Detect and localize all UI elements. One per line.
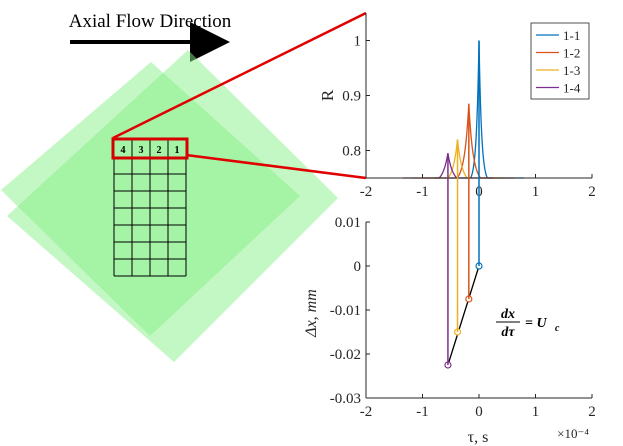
x-tick-label: -2	[360, 184, 373, 200]
y-tick-label: 0.8	[342, 144, 361, 160]
x-axis-exponent: ×10⁻⁴	[557, 426, 589, 441]
y-tick-label: 0.01	[335, 215, 361, 231]
y-tick-label: 0.9	[342, 89, 361, 105]
peak-connectors	[447, 40, 480, 365]
legend-entry: 1-3	[563, 63, 580, 78]
y-tick-label: 1	[354, 34, 362, 50]
annotation-numerator: dx	[501, 307, 515, 322]
x-tick-label: 1	[532, 404, 540, 420]
grid-cell-label: 1	[175, 145, 180, 156]
legend-entry: 1-2	[563, 46, 580, 61]
flow-direction-title: Axial Flow Direction	[69, 11, 232, 32]
convection-fit-line	[447, 265, 480, 366]
legend-entry: 1-4	[563, 81, 581, 96]
x-tick-label: -2	[360, 404, 373, 420]
legend-entry: 1-1	[563, 28, 580, 43]
x-tick-label: 0	[475, 404, 483, 420]
light-sheet-2	[7, 50, 338, 362]
legend-box	[530, 22, 590, 100]
y-tick-label: -0.02	[330, 347, 361, 363]
x-tick-label: -1	[416, 184, 429, 200]
annotation-rhs: = U	[525, 316, 547, 331]
annotation-subscript: c	[555, 323, 560, 334]
x-tick-label: 2	[588, 184, 596, 200]
y-tick-label: -0.03	[330, 391, 361, 407]
zoom-line-lower	[185, 153, 367, 180]
y-axis-label: Δx, mm	[303, 289, 320, 338]
highlight-row-box	[111, 137, 189, 160]
x-tick-label: -1	[416, 404, 429, 420]
grid-cell-label: 2	[157, 145, 162, 156]
y-tick-label: 0	[354, 259, 362, 275]
x-axis-label: τ, s	[468, 429, 489, 446]
grid-cell-label: 4	[121, 145, 126, 156]
displacement-chart: -2 -1 0 1 2 0.01 0 -0.01 -0.02 -0.03 Δx, mm τ, s ×10…	[303, 215, 596, 446]
probe-grid: 4 3 2 1	[111, 137, 189, 277]
x-tick-label: 1	[532, 184, 540, 200]
y-tick-label: -0.01	[330, 303, 361, 319]
zoom-line-upper	[112, 11, 367, 140]
annotation-denominator: dτ	[501, 325, 515, 340]
grid-cell-label: 3	[139, 145, 144, 156]
x-tick-label: 2	[588, 404, 596, 420]
y-axis-label: R	[318, 89, 337, 101]
